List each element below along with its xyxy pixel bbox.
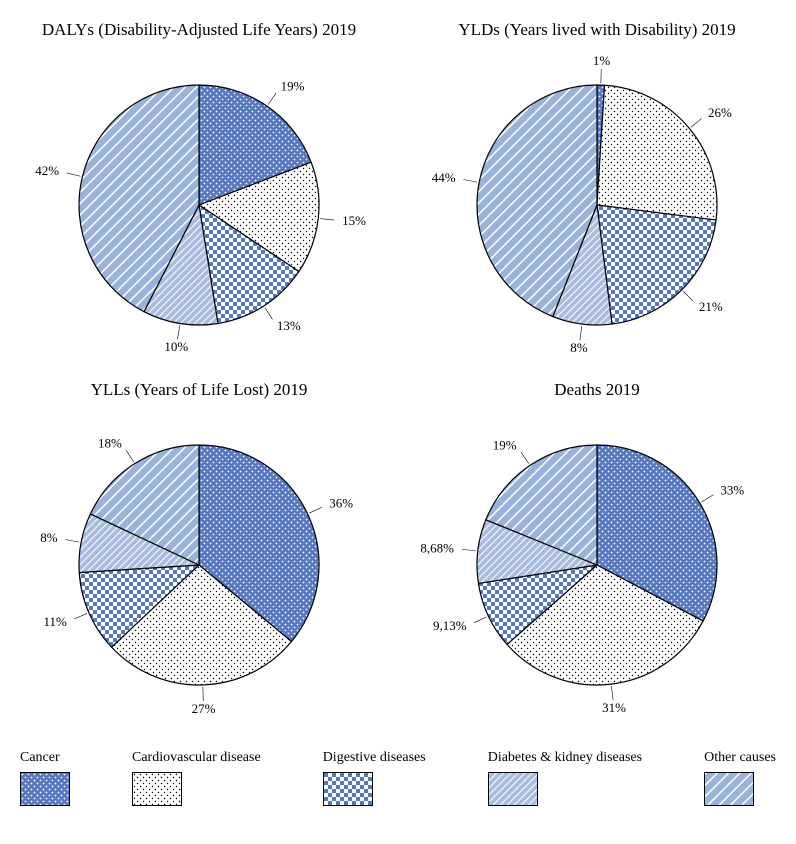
chart-grid: DALYs (Disability-Adjusted Life Years) 2… — [10, 20, 786, 710]
legend-item-cancer: Cancer — [20, 750, 70, 806]
legend-label: Digestive diseases — [323, 750, 426, 766]
slice-label: 27% — [192, 701, 216, 716]
chart-deaths: Deaths 2019 33%31%9,13%8,68%19% — [408, 380, 786, 710]
legend-swatch — [704, 772, 754, 806]
legend-swatch — [323, 772, 373, 806]
pie-wrap: 33%31%9,13%8,68%19% — [427, 410, 767, 710]
pie-slice-cardio — [597, 85, 717, 220]
chart-ylls: YLLs (Years of Life Lost) 2019 36%27%11%… — [10, 380, 388, 710]
slice-label: 9,13% — [433, 618, 467, 633]
chart-title: DALYs (Disability-Adjusted Life Years) 2… — [42, 20, 356, 40]
chart-title: YLDs (Years lived with Disability) 2019 — [458, 20, 735, 40]
legend: Cancer Cardiovascular disease Digestive di… — [10, 750, 786, 806]
slice-label: 13% — [277, 318, 301, 333]
pie-wrap: 36%27%11%8%18% — [29, 410, 369, 710]
slice-label: 18% — [98, 435, 122, 450]
legend-label: Diabetes & kidney diseases — [488, 750, 642, 766]
pie-wrap: 19%15%13%10%42% — [29, 50, 369, 350]
slice-label: 42% — [35, 163, 59, 178]
slice-label: 19% — [281, 78, 305, 93]
slice-label: 44% — [432, 170, 456, 185]
slice-label: 1% — [593, 53, 611, 68]
slice-label: 19% — [493, 438, 517, 453]
slice-label: 36% — [329, 496, 353, 511]
legend-swatch — [488, 772, 538, 806]
slice-label: 8% — [40, 530, 58, 545]
chart-title: YLLs (Years of Life Lost) 2019 — [91, 380, 308, 400]
slice-label: 15% — [342, 213, 366, 228]
legend-swatch — [132, 772, 182, 806]
slice-label: 10% — [164, 339, 188, 354]
pie-wrap: 1%26%21%8%44% — [427, 50, 767, 350]
slice-label: 8% — [570, 340, 588, 355]
legend-item-cardio: Cardiovascular disease — [132, 750, 261, 806]
slice-label: 21% — [699, 299, 723, 314]
chart-dalys: DALYs (Disability-Adjusted Life Years) 2… — [10, 20, 388, 350]
legend-item-diabetes: Diabetes & kidney diseases — [488, 750, 642, 806]
slice-label: 26% — [708, 105, 732, 120]
legend-item-digest: Digestive diseases — [323, 750, 426, 806]
legend-label: Cancer — [20, 750, 60, 766]
slice-label: 8,68% — [420, 540, 454, 555]
legend-label: Cardiovascular disease — [132, 750, 261, 766]
slice-label: 11% — [43, 614, 67, 629]
chart-ylds: YLDs (Years lived with Disability) 2019 … — [408, 20, 786, 350]
slice-label: 33% — [720, 483, 744, 498]
legend-item-other: Other causes — [704, 750, 776, 806]
slice-label: 31% — [602, 700, 626, 715]
chart-title: Deaths 2019 — [554, 380, 639, 400]
legend-swatch — [20, 772, 70, 806]
legend-label: Other causes — [704, 750, 776, 766]
